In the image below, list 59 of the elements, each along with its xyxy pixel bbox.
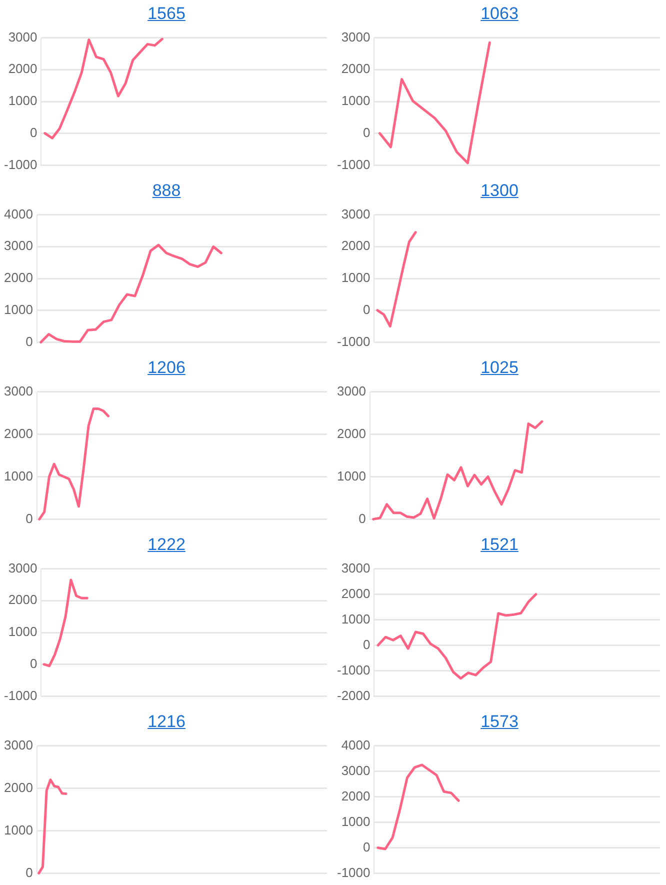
y-tick-label: 1000 (4, 302, 33, 317)
y-tick-label: 3000 (8, 29, 38, 44)
y-tick-label: -1000 (337, 156, 370, 172)
y-tick-label: 0 (26, 334, 33, 349)
y-tick-label: 0 (30, 656, 38, 671)
y-tick-label: -1000 (4, 156, 38, 172)
y-tick-label: 4000 (341, 737, 370, 752)
y-tick-label: 1000 (337, 468, 366, 484)
y-tick-label: -1000 (337, 662, 370, 678)
y-tick-label: 0 (363, 839, 370, 854)
y-tick-label: 0 (30, 124, 38, 140)
y-tick-label: 1000 (341, 270, 370, 286)
chart-title: 1521 (480, 534, 520, 556)
y-tick-label: 3000 (341, 206, 370, 222)
y-tick-label: 1000 (341, 814, 370, 829)
chart-title: 1216 (146, 711, 186, 733)
y-tick-label: 2000 (4, 270, 33, 286)
chart-title: 1222 (146, 534, 186, 556)
y-tick-label: 2000 (4, 426, 33, 441)
chart-title: 1206 (146, 357, 186, 379)
y-tick-label: 0 (26, 864, 33, 880)
chart-title: 888 (151, 180, 182, 202)
y-tick-label: 1000 (341, 611, 370, 626)
y-tick-label: 0 (363, 124, 370, 140)
y-tick-label: 3000 (4, 238, 33, 254)
y-tick-label: 2000 (341, 238, 370, 254)
y-tick-label: 2000 (341, 586, 370, 601)
y-tick-label: 0 (26, 510, 33, 526)
y-tick-label: 3000 (341, 560, 370, 576)
y-tick-label: 1000 (8, 93, 38, 108)
y-tick-label: 2000 (341, 61, 370, 76)
y-tick-label: 2000 (8, 61, 38, 76)
y-tick-label: 3000 (4, 737, 33, 752)
y-tick-label: 0 (363, 302, 370, 317)
y-tick-label: 3000 (4, 383, 33, 398)
y-tick-label: 2000 (337, 426, 366, 441)
y-tick-label: 1000 (4, 822, 33, 838)
y-tick-label: -1000 (337, 334, 370, 349)
y-tick-label: 0 (363, 636, 370, 652)
y-tick-label: 1000 (8, 624, 38, 640)
y-tick-label: 3000 (341, 762, 370, 778)
chart-title: 1565 (146, 3, 186, 25)
chart-title: 1063 (480, 3, 520, 25)
y-tick-label: 3000 (337, 383, 366, 398)
chart-title: 1025 (480, 357, 520, 379)
y-tick-label: 1000 (4, 468, 33, 484)
y-tick-label: 2000 (4, 780, 33, 795)
y-tick-label: 0 (358, 510, 366, 526)
y-tick-label: -1000 (4, 688, 38, 703)
chart-title: 1573 (480, 711, 520, 733)
y-tick-label: 3000 (341, 29, 370, 44)
y-tick-label: 2000 (341, 788, 370, 804)
y-tick-label: 2000 (8, 592, 38, 608)
y-tick-label: -2000 (337, 688, 370, 703)
y-tick-label: 3000 (8, 560, 38, 576)
y-tick-label: 4000 (4, 206, 33, 222)
y-tick-label: 1000 (341, 93, 370, 108)
chart-title: 1300 (480, 180, 520, 202)
y-tick-label: -1000 (337, 864, 370, 880)
